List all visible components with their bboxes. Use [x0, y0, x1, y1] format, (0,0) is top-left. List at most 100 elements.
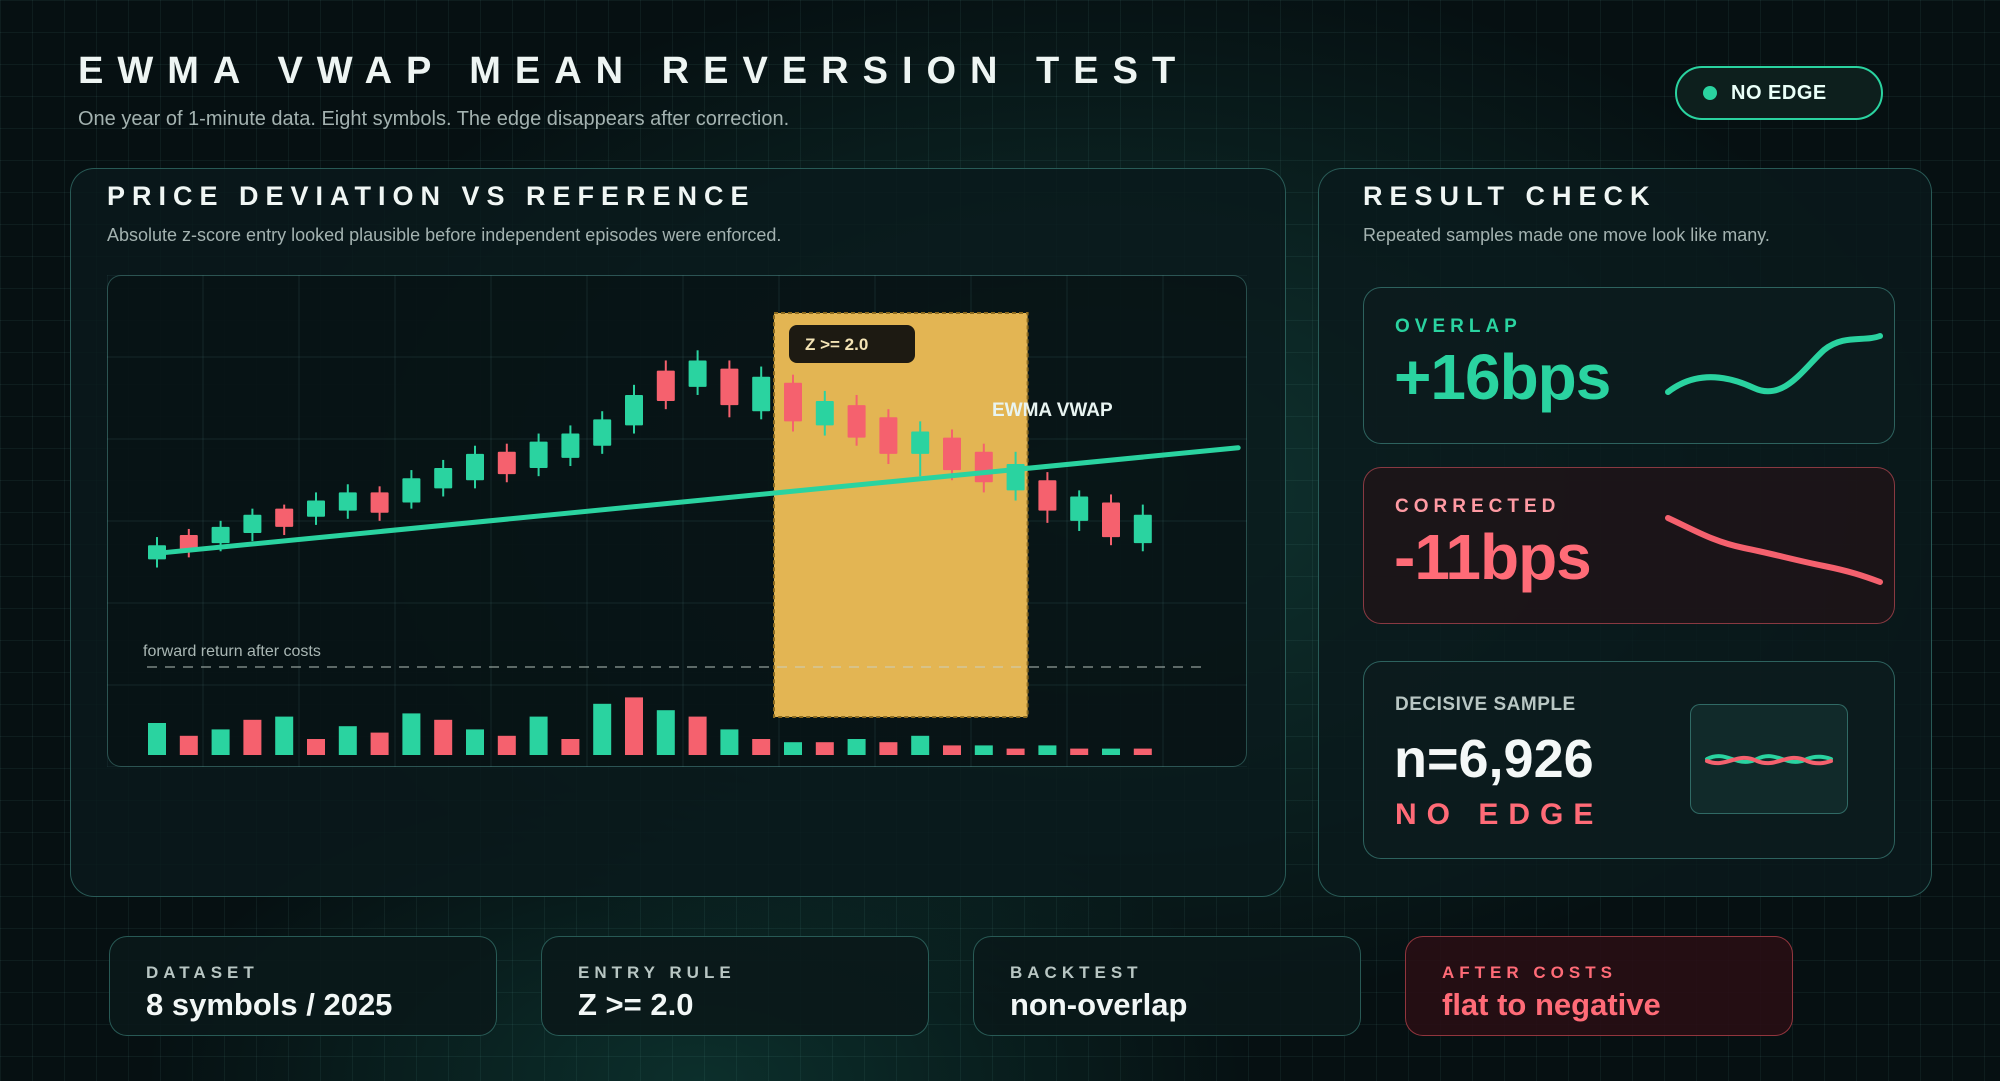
status-badge: NO EDGE [1675, 66, 1883, 120]
return-bar [656, 710, 675, 755]
return-bar [879, 742, 898, 755]
return-bar [593, 703, 612, 755]
candle [307, 500, 325, 517]
entry-rule-value: Z >= 2.0 [578, 987, 694, 1022]
entry-zone-highlight [773, 312, 1029, 718]
candle [752, 376, 771, 412]
decisive-thumbnail [1690, 704, 1848, 814]
return-bar [434, 719, 453, 755]
candle [815, 401, 834, 426]
candle [370, 492, 389, 513]
decisive-value: n=6,926 [1394, 729, 1594, 789]
candle [1133, 514, 1152, 544]
return-bar [179, 735, 198, 755]
candle [784, 382, 802, 422]
return-bar [561, 739, 580, 755]
page-subtitle: One year of 1-minute data. Eight symbols… [78, 108, 790, 130]
footer-after-costs: AFTER COSTS flat to negative [1405, 936, 1793, 1036]
footer-entry-rule: ENTRY RULE Z >= 2.0 [541, 936, 929, 1036]
return-bar [752, 739, 771, 755]
return-bar [720, 729, 739, 755]
candle [847, 405, 866, 438]
candle [911, 431, 930, 454]
candle [402, 478, 421, 503]
panel-title: PRICE DEVIATION VS REFERENCE [107, 181, 756, 211]
return-bar [148, 723, 166, 755]
overlapping-wave-icon [1705, 754, 1833, 766]
candle [466, 453, 484, 481]
decisive-label: DECISIVE SAMPLE [1395, 694, 1576, 715]
overlap-sparkline [1665, 333, 1883, 395]
return-bar [1038, 745, 1057, 755]
corrected-value: -11bps [1394, 521, 1592, 593]
candle [688, 360, 707, 387]
status-dot-icon [1703, 86, 1717, 100]
decisive-verdict: NO EDGE [1395, 798, 1604, 831]
result-panel-subtitle: Repeated samples made one move look like… [1363, 225, 1770, 245]
decisive-sample-card: DECISIVE SAMPLE n=6,926 NO EDGE [1363, 661, 1895, 859]
backtest-value: non-overlap [1010, 987, 1188, 1022]
candle [625, 394, 643, 426]
return-bar [784, 742, 802, 755]
return-bar [1133, 748, 1152, 755]
candle [1102, 502, 1120, 538]
ewma-vwap-label: EWMA VWAP [992, 400, 1113, 421]
result-panel-title: RESULT CHECK [1363, 181, 1657, 211]
return-bar [529, 716, 548, 755]
candle [434, 468, 453, 489]
candle [974, 451, 993, 483]
return-bar [943, 745, 961, 755]
corrected-label: CORRECTED [1395, 496, 1561, 517]
candle [529, 441, 548, 469]
candle [561, 433, 580, 458]
return-bar [1102, 748, 1120, 755]
candle [879, 417, 898, 454]
chart-frame [107, 275, 1247, 767]
return-bar [847, 739, 866, 755]
backtest-label: BACKTEST [1010, 963, 1143, 982]
panel-subtitle: Absolute z-score entry looked plausible … [107, 225, 782, 245]
candle [275, 508, 294, 527]
return-bar [974, 745, 993, 755]
overlap-sparkline-path [1665, 333, 1883, 395]
return-bar [275, 716, 294, 755]
zscore-tooltip [789, 325, 915, 363]
return-bar [815, 742, 834, 755]
return-bar [497, 735, 516, 755]
candle [720, 368, 739, 406]
footer-backtest: BACKTEST non-overlap [973, 936, 1361, 1036]
entry-rule-label: ENTRY RULE [578, 963, 736, 982]
corrected-sparkline [1665, 515, 1883, 585]
candle [1038, 480, 1057, 511]
after-costs-label: AFTER COSTS [1442, 963, 1617, 982]
returns-label: forward return after costs [143, 643, 321, 660]
candle [593, 419, 612, 446]
return-bar [466, 729, 484, 755]
corrected-card: CORRECTED -11bps [1363, 467, 1895, 624]
return-bar [1006, 748, 1025, 755]
result-check-panel: RESULT CHECK Repeated samples made one m… [1318, 168, 1932, 897]
price-chart: EWMA VWAP Z >= 2.0 forward return after co… [107, 275, 1247, 767]
return-bar [625, 697, 643, 755]
return-bar [402, 713, 421, 755]
footer-dataset: DATASET 8 symbols / 2025 [109, 936, 497, 1036]
candle [497, 451, 516, 475]
return-bar [911, 735, 930, 755]
return-bar [688, 716, 707, 755]
zscore-tooltip-label: Z >= 2.0 [805, 335, 868, 354]
return-bar [370, 732, 389, 755]
corrected-sparkline-path [1665, 515, 1883, 585]
return-bar [243, 719, 262, 755]
after-costs-value: flat to negative [1442, 987, 1661, 1022]
dataset-value: 8 symbols / 2025 [146, 987, 393, 1022]
candle [179, 535, 198, 552]
candle [656, 370, 675, 402]
ewma-vwap-line [154, 445, 1241, 556]
return-bar [338, 726, 357, 755]
candle [243, 514, 262, 534]
candle [1070, 496, 1089, 521]
dataset-label: DATASET [146, 963, 259, 982]
return-bar [307, 739, 325, 755]
return-bar [1070, 748, 1089, 755]
overlap-label: OVERLAP [1395, 316, 1522, 337]
